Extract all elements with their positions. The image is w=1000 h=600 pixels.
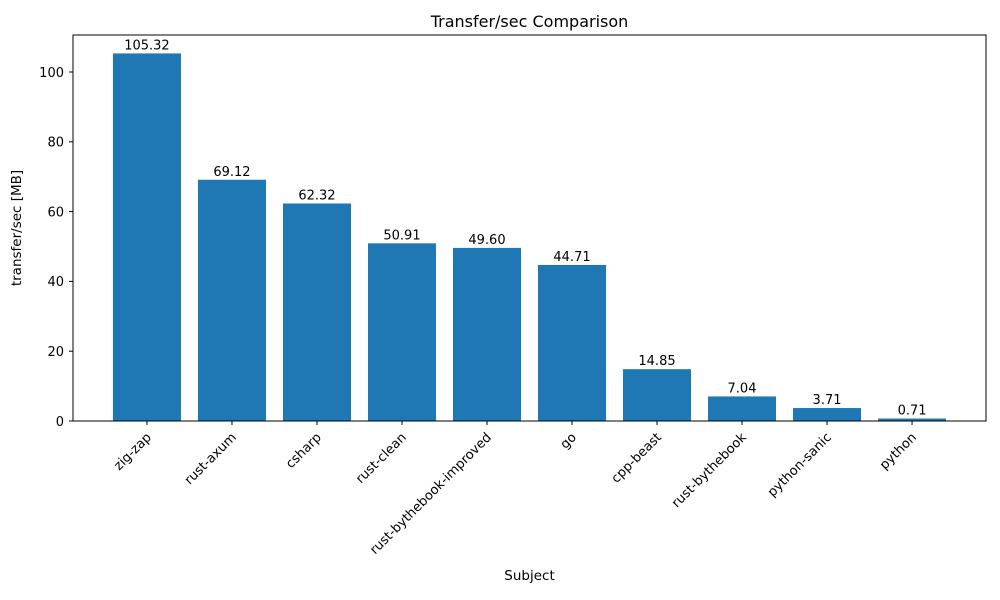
plot-border xyxy=(72,34,987,422)
bar-value-label: 69.12 xyxy=(213,165,250,180)
y-tick-label: 40 xyxy=(47,275,64,290)
x-tick-label: python-sanic xyxy=(765,430,835,500)
x-tick-label: zig-zap xyxy=(111,430,154,473)
bar-value-label: 105.32 xyxy=(124,38,170,53)
x-tick-label: rust-axum xyxy=(182,430,240,488)
bar xyxy=(793,408,862,421)
y-tick-label: 80 xyxy=(47,136,64,151)
bar xyxy=(282,203,351,421)
chart-title: Transfer/sec Comparison xyxy=(430,12,629,31)
x-axis-label: Subject xyxy=(504,568,554,584)
x-tick-label: rust-bythebook xyxy=(669,430,750,511)
bar xyxy=(452,247,521,421)
bar-value-label: 44.71 xyxy=(553,250,590,265)
bar-value-label: 0.71 xyxy=(898,404,927,419)
x-tick-label: rust-clean xyxy=(353,430,410,487)
x-tick-label: csharp xyxy=(283,430,325,472)
y-axis-label: transfer/sec [MB] xyxy=(9,170,25,286)
bar xyxy=(112,53,181,421)
y-tick-label: 60 xyxy=(47,205,64,220)
x-tick-label: cpp-beast xyxy=(609,430,665,486)
bar xyxy=(367,243,436,421)
bar xyxy=(197,179,266,421)
bar-value-label: 3.71 xyxy=(813,393,842,408)
plot-area: 105.32 zig-zap 69.12 rust-axum 62.32 csharp 50… xyxy=(39,34,987,558)
bar-value-label: 49.60 xyxy=(468,233,505,248)
x-tick-label: python xyxy=(877,430,920,473)
y-tick-label: 0 xyxy=(56,415,64,430)
bar-value-label: 62.32 xyxy=(298,188,335,203)
bar xyxy=(708,396,777,421)
x-tick-label: go xyxy=(558,430,580,452)
y-tick-label: 100 xyxy=(39,66,64,81)
bar-value-label: 14.85 xyxy=(638,354,675,369)
bar-value-label: 7.04 xyxy=(728,381,757,396)
bar xyxy=(538,264,607,421)
bar-value-label: 50.91 xyxy=(383,228,420,243)
y-tick-label: 20 xyxy=(47,345,64,360)
bar xyxy=(623,369,692,421)
bar xyxy=(878,418,947,421)
